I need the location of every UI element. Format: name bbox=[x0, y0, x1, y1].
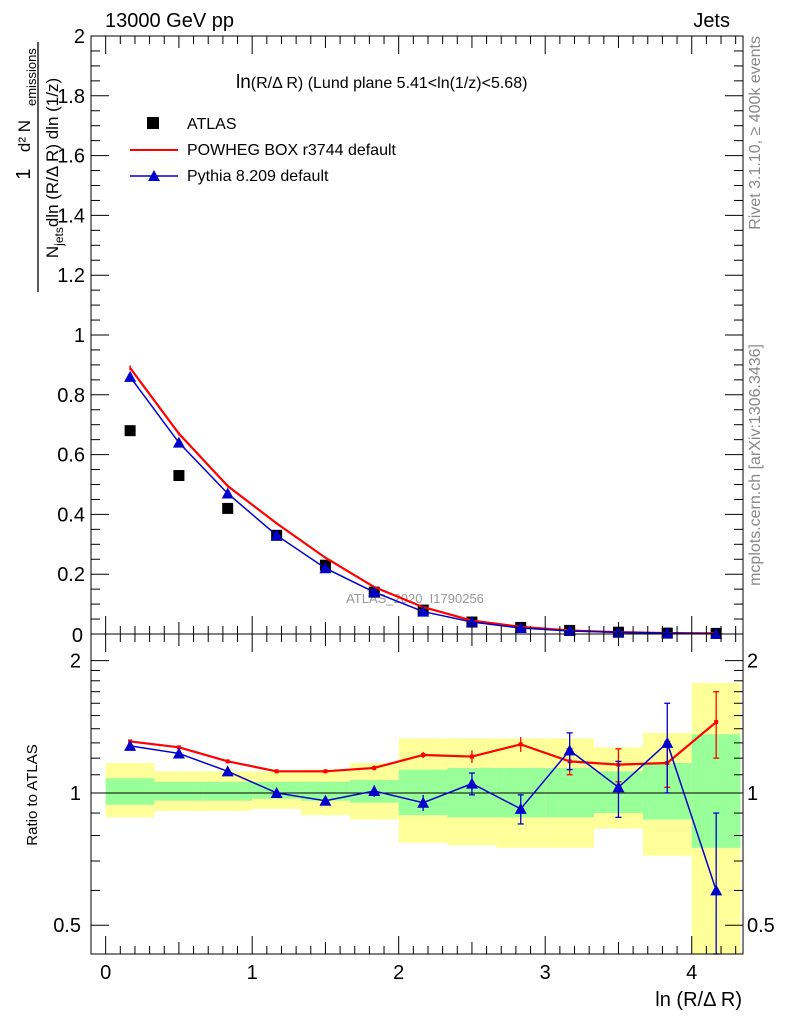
pythia-data-point bbox=[124, 370, 137, 382]
x-tick-label: 3 bbox=[540, 962, 551, 984]
legend-label-powheg: POWHEG BOX r3744 default bbox=[187, 142, 397, 159]
ratio-band-stat bbox=[154, 781, 204, 801]
ratio-band-stat bbox=[300, 781, 350, 801]
atlas-data-point bbox=[124, 425, 136, 437]
main-y-tick-label: 0.6 bbox=[57, 445, 85, 467]
pythia-data-point bbox=[563, 625, 576, 637]
pythia-data-point bbox=[368, 586, 381, 598]
x-tick-label: 4 bbox=[686, 962, 697, 984]
ratio-y-label: Ratio to ATLAS bbox=[24, 744, 41, 845]
legend: ATLAS POWHEG BOX r3744 default Pythia 8.… bbox=[130, 116, 397, 185]
legend-label-atlas: ATLAS bbox=[187, 116, 237, 133]
ratio-pythia-point bbox=[563, 744, 576, 756]
main-y-label-denominator: Njetsdln (R/Δ R) dln (1/z) bbox=[43, 78, 66, 258]
pythia-data-point bbox=[710, 627, 723, 639]
ratio-powheg-point bbox=[518, 742, 523, 747]
main-y-tick-label: 1.2 bbox=[57, 265, 85, 287]
ratio-powheg-point bbox=[714, 720, 719, 725]
x-tick-label: 0 bbox=[100, 962, 111, 984]
ratio-pythia-point bbox=[661, 736, 674, 748]
main-title-prefix: ln bbox=[236, 72, 251, 93]
main-y-tick-label: 1 bbox=[74, 325, 85, 347]
ratio-pythia-point bbox=[172, 747, 185, 759]
legend-marker-pythia bbox=[148, 170, 160, 181]
main-y-tick-label: 2 bbox=[74, 26, 85, 48]
ratio-powheg-point bbox=[323, 769, 328, 774]
ratio-y-tick-label: 2 bbox=[70, 651, 81, 673]
ratio-axes: 0 1 2 3 4 0.5 0.5 1 1 2 2 bbox=[53, 633, 775, 984]
main-y-label-emissions-sub: emissions bbox=[24, 48, 39, 106]
ratio-y-tick-label-right: 2 bbox=[747, 651, 758, 673]
main-y-tick-label: 1.6 bbox=[57, 146, 85, 168]
main-y-tick-label: 0.2 bbox=[57, 564, 85, 586]
header-left: 13000 GeV pp bbox=[105, 10, 234, 32]
x-tick-label: 2 bbox=[393, 962, 404, 984]
ratio-powheg-point bbox=[274, 769, 279, 774]
ratio-powheg-point bbox=[176, 745, 181, 750]
main-y-tick-label: 0.8 bbox=[57, 385, 85, 407]
ratio-pythia-point bbox=[417, 796, 430, 808]
ratio-pythia-point bbox=[368, 785, 381, 797]
ratio-pythia-point bbox=[124, 739, 137, 751]
pythia-data-point bbox=[270, 529, 283, 541]
ratio-frame bbox=[90, 633, 744, 955]
pythia-data-point bbox=[661, 627, 674, 639]
main-y-tick-label: 1.8 bbox=[57, 86, 85, 108]
main-title-rest: (R/Δ R) (Lund plane 5.41<ln(1/z)<5.68) bbox=[251, 75, 528, 92]
ratio-series-layer bbox=[124, 691, 723, 955]
ratio-powheg-point bbox=[421, 752, 426, 757]
ratio-pythia-point bbox=[612, 781, 625, 793]
main-y-label-one: 1 bbox=[13, 168, 35, 179]
ratio-y-tick-label: 0.5 bbox=[53, 915, 81, 937]
pythia-data-point bbox=[172, 436, 185, 448]
x-axis-label: ln (R/Δ R) bbox=[655, 989, 742, 1011]
main-y-tick-label: 0 bbox=[72, 625, 83, 647]
ratio-band-stat bbox=[105, 778, 155, 805]
ratio-band-stat bbox=[203, 781, 253, 801]
main-title: ln(R/Δ R) (Lund plane 5.41<ln(1/z)<5.68) bbox=[236, 72, 527, 93]
header-right: Jets bbox=[693, 10, 730, 32]
pythia-data-point bbox=[221, 487, 234, 499]
pythia-data-point bbox=[417, 605, 430, 617]
ratio-pythia-point bbox=[221, 765, 234, 777]
main-y-tick-label: 0.4 bbox=[57, 504, 85, 526]
ratio-powheg-point bbox=[372, 765, 377, 770]
x-tick-label: 1 bbox=[247, 962, 258, 984]
atlas-data-point bbox=[173, 470, 185, 482]
pythia-data-point bbox=[514, 622, 527, 634]
ratio-bands bbox=[105, 682, 741, 954]
ratio-powheg-point bbox=[225, 759, 230, 764]
ratio-pythia-point bbox=[319, 794, 332, 806]
side-label-bottom: mcplots.cern.ch [arXiv:1306.3436] bbox=[747, 344, 764, 586]
pythia-data-point bbox=[319, 562, 332, 574]
ratio-pythia-point bbox=[514, 802, 527, 814]
main-y-label-numerator: d² N bbox=[15, 120, 34, 152]
legend-marker-atlas bbox=[147, 117, 159, 129]
pythia-data-point bbox=[465, 616, 478, 628]
legend-label-pythia: Pythia 8.209 default bbox=[187, 168, 329, 185]
ratio-y-tick-label-right: 1 bbox=[747, 783, 758, 805]
side-label-top: Rivet 3.1.10, ≥ 400k events bbox=[747, 36, 764, 230]
ratio-pythia-point bbox=[710, 884, 723, 896]
ratio-powheg-point bbox=[469, 754, 474, 759]
ratio-pythia-point bbox=[270, 786, 283, 798]
main-y-label: 1 d² N emissions Njetsdln (R/Δ R) dln (1… bbox=[13, 42, 66, 292]
main-y-tick-label: 1.4 bbox=[57, 205, 85, 227]
atlas-data-point bbox=[222, 502, 234, 514]
ratio-pythia-point bbox=[465, 777, 478, 789]
main-axes: 0.2 0.4 0.6 0.8 1 1.2 1.4 1.6 1.8 2 0 bbox=[57, 26, 744, 647]
ratio-y-tick-label: 1 bbox=[70, 783, 81, 805]
ratio-y-tick-label-right: 0.5 bbox=[747, 915, 775, 937]
